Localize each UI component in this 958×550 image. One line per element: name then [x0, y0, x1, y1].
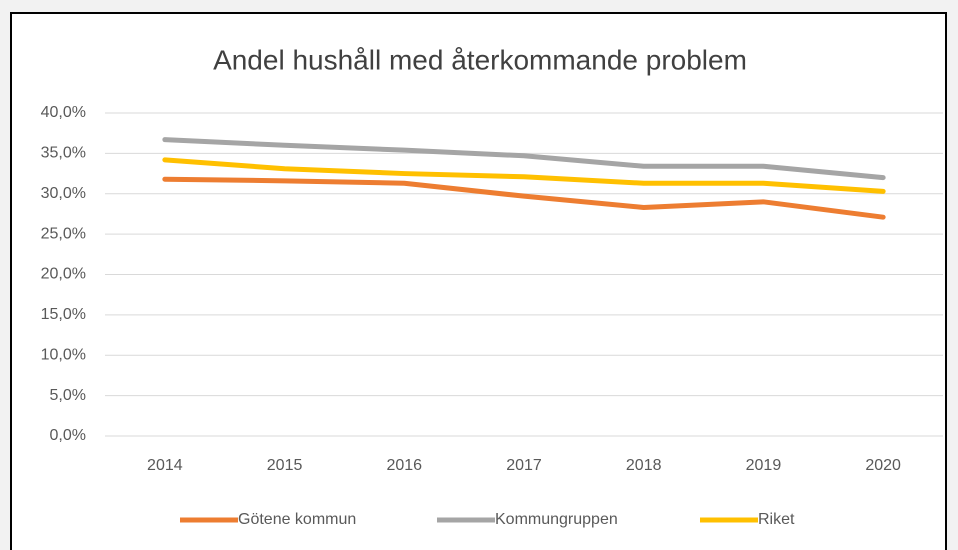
legend-label: Riket: [758, 511, 795, 528]
x-tick-label: 2016: [386, 457, 422, 474]
chart-title: Andel hushåll med återkommande problem: [213, 44, 747, 75]
y-tick-label: 10,0%: [41, 346, 86, 363]
y-tick-label: 20,0%: [41, 266, 86, 283]
y-tick-label: 15,0%: [41, 306, 86, 323]
y-tick-label: 40,0%: [41, 104, 86, 121]
series-line: [162, 137, 886, 181]
y-tick-label: 25,0%: [41, 225, 86, 242]
x-tick-label: 2015: [267, 457, 303, 474]
y-tick-label: 35,0%: [41, 145, 86, 162]
legend-label: Kommungruppen: [495, 511, 618, 528]
y-tick-label: 0,0%: [50, 427, 86, 444]
x-tick-label: 2018: [626, 457, 662, 474]
y-tick-label: 30,0%: [41, 185, 86, 202]
x-tick-label: 2019: [746, 457, 782, 474]
x-tick-label: 2014: [147, 457, 183, 474]
legend-label: Götene kommun: [238, 511, 356, 528]
y-tick-label: 5,0%: [50, 387, 86, 404]
series-line: [162, 157, 886, 194]
series-line: [162, 176, 886, 220]
x-tick-label: 2020: [865, 457, 901, 474]
chart-frame: [10, 12, 947, 550]
x-tick-label: 2017: [506, 457, 542, 474]
